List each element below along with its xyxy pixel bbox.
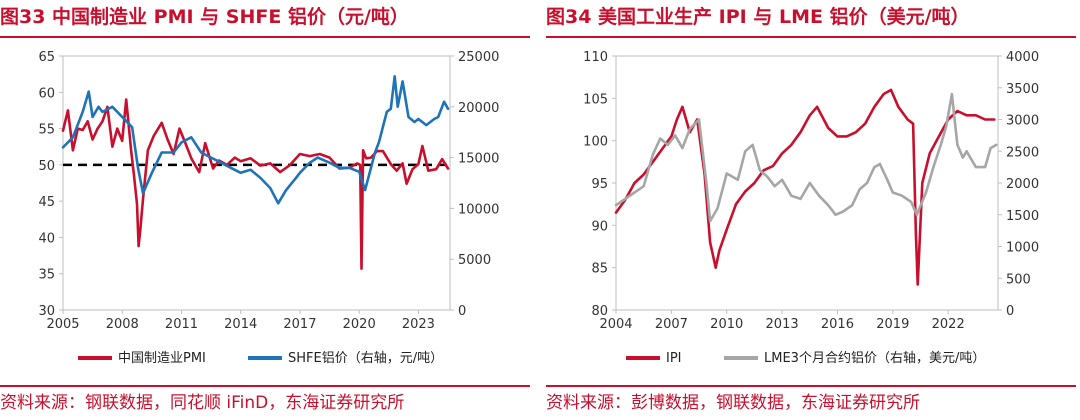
source-note: 资料来源：钢联数据，同花顺 iFinD，东海证券研究所	[0, 393, 405, 413]
x-axis-tick-label: 2020	[343, 317, 376, 332]
legend-label-shfe: SHFE铝价（右轴，元/吨）	[288, 351, 444, 366]
x-axis-tick-label: 2008	[106, 317, 139, 332]
right-axis-tick-label: 1000	[1006, 241, 1039, 256]
legend-item-shfe: SHFE铝价（右轴，元/吨）	[248, 348, 443, 370]
right-axis-tick-label: 2000	[1006, 177, 1039, 192]
left-axis-tick-label: 110	[583, 50, 608, 65]
legend-item-pmi: 中国制造业PMI	[78, 348, 206, 370]
x-axis-tick-label: 2013	[766, 317, 799, 332]
x-axis-tick-label: 2010	[710, 317, 743, 332]
right-axis-tick-label: 3500	[1006, 82, 1039, 97]
right-axis-tick-label: 2500	[1006, 145, 1039, 160]
right-axis-tick-label: 4000	[1006, 50, 1039, 65]
left-axis-tick-label: 50	[38, 159, 55, 174]
series-line-1	[61, 74, 450, 205]
left-axis-tick-label: 45	[38, 195, 55, 210]
x-axis-tick-label: 2023	[402, 317, 435, 332]
left-axis-tick-label: 95	[591, 177, 608, 192]
series-line-0	[61, 98, 450, 270]
source-divider	[0, 385, 530, 387]
chart-legend: 中国制造业PMI SHFE铝价（右轴，元/吨）	[0, 348, 530, 370]
left-axis-tick-label: 40	[38, 231, 55, 246]
series-line-1	[614, 92, 998, 223]
title-divider	[546, 36, 1076, 38]
ipi-lme-chart: 80 85 90 95 100 105 110 0 500 1000 1500 2000 2500 300…	[583, 50, 1039, 332]
x-axis-tick-label: 2017	[283, 317, 316, 332]
left-axis-tick-label: 35	[38, 268, 55, 283]
legend-swatch-ipi	[626, 355, 660, 360]
legend-swatch-pmi	[78, 355, 112, 360]
x-axis-tick-label: 2019	[876, 317, 909, 332]
legend-label-ipi: IPI	[666, 351, 682, 366]
left-axis-tick-label: 100	[583, 135, 608, 150]
pmi-shfe-chart: 30 35 40 45 50 55 60 65 0 5000 10000 15000 20000 2500…	[38, 50, 499, 332]
chart-panel-left: 图33 中国制造业 PMI 与 SHFE 铝价（元/吨） 30 35 40 45 50 5…	[0, 0, 530, 420]
x-axis-tick-label: 2004	[599, 317, 632, 332]
x-axis-tick-label: 2014	[224, 317, 257, 332]
right-axis-tick-label: 25000	[458, 50, 499, 65]
right-axis-tick-label: 15000	[458, 152, 499, 167]
left-axis-tick-label: 65	[38, 50, 55, 65]
plot-frame	[62, 55, 451, 311]
chart-legend: IPI LME3个月合约铝价（右轴，美元/吨）	[546, 348, 1076, 370]
right-axis-tick-label: 3000	[1006, 114, 1039, 129]
left-axis-tick-label: 55	[38, 123, 55, 138]
plot-frame	[615, 55, 999, 311]
legend-swatch-lme	[724, 355, 758, 360]
title-divider	[0, 36, 530, 38]
right-axis-tick-label: 500	[1006, 272, 1031, 287]
x-axis-tick-label: 2022	[932, 317, 965, 332]
source-divider	[546, 385, 1076, 387]
left-axis-tick-label: 105	[583, 92, 608, 107]
right-axis-tick-label: 0	[458, 304, 466, 319]
legend-label-lme: LME3个月合约铝价（右轴，美元/吨）	[764, 351, 986, 366]
legend-item-lme: LME3个月合约铝价（右轴，美元/吨）	[724, 348, 985, 370]
right-axis-tick-label: 5000	[458, 253, 491, 268]
left-axis-tick-label: 30	[38, 304, 55, 319]
left-axis-tick-label: 60	[38, 86, 55, 101]
legend-item-ipi: IPI	[626, 348, 682, 370]
right-axis-tick-label: 0	[1006, 304, 1014, 319]
x-axis-tick-label: 2005	[46, 317, 79, 332]
source-note: 资料来源：彭博数据，钢联数据，东海证券研究所	[546, 393, 920, 413]
chart-panel-right: 图34 美国工业生产 IPI 与 LME 铝价（美元/吨） 80 85 90 95 10…	[546, 0, 1076, 420]
x-axis-tick-label: 2007	[655, 317, 688, 332]
legend-label-pmi: 中国制造业PMI	[118, 351, 206, 366]
x-axis-tick-label: 2016	[821, 317, 854, 332]
left-axis-tick-label: 90	[591, 219, 608, 234]
x-axis-tick-label: 2011	[165, 317, 198, 332]
right-axis-tick-label: 10000	[458, 202, 499, 217]
legend-swatch-shfe	[248, 355, 282, 360]
right-axis-tick-label: 1500	[1006, 209, 1039, 224]
chart-title: 图33 中国制造业 PMI 与 SHFE 铝价（元/吨）	[0, 6, 409, 28]
series-line-0	[614, 88, 996, 286]
left-axis-tick-label: 85	[591, 262, 608, 277]
left-axis-tick-label: 80	[591, 304, 608, 319]
chart-title: 图34 美国工业生产 IPI 与 LME 铝价（美元/吨）	[546, 6, 970, 28]
right-axis-tick-label: 20000	[458, 101, 499, 116]
